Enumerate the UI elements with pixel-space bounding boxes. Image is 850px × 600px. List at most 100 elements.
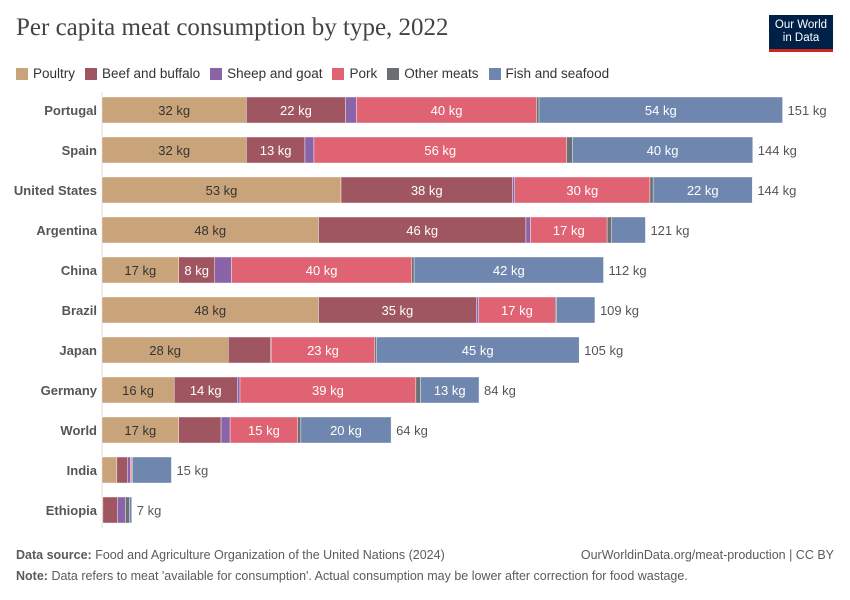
bar-segment[interactable] [101,96,247,124]
source-text: Food and Agriculture Organization of the… [95,548,445,562]
category-label: India [67,463,98,478]
bar-segment[interactable] [220,416,231,444]
bar-segment[interactable] [270,336,376,364]
segment-label: 40 kg [306,263,338,278]
segment-label: 40 kg [431,103,463,118]
segment-label: 56 kg [424,143,456,158]
segment-label: 30 kg [566,183,598,198]
bar-segment[interactable] [228,336,271,364]
bar-segment[interactable] [101,376,175,404]
legend-label: Sheep and goat [227,66,323,81]
total-label: 15 kg [176,463,208,478]
bar-segment[interactable] [340,176,513,204]
bar-segment[interactable] [649,176,654,204]
bar-segment[interactable] [246,96,346,124]
bar-segment[interactable] [345,96,357,124]
legend-item-beef-and-buffalo[interactable]: Beef and buffalo [85,66,200,81]
bar-segment[interactable] [318,296,477,324]
bar-segment[interactable] [376,336,580,364]
bar-segment[interactable] [611,216,646,244]
segment-label: 17 kg [124,423,156,438]
bar-segment[interactable] [304,136,315,164]
bar-segment[interactable] [538,96,783,124]
legend-item-poultry[interactable]: Poultry [16,66,75,81]
bar-segment[interactable] [555,296,557,324]
legend-item-sheep-and-goat[interactable]: Sheep and goat [210,66,322,81]
legend-label: Pork [349,66,378,81]
note: Note: Data refers to meat 'available for… [16,569,688,583]
bar-segment[interactable] [178,416,222,444]
bar-segment[interactable] [101,456,118,484]
owid-logo[interactable]: Our World in Data [769,15,833,52]
total-label: 112 kg [609,263,647,278]
legend: Poultry Beef and buffalo Sheep and goat Por… [16,66,609,81]
bar-segment[interactable] [129,496,132,524]
bar-segment[interactable] [556,296,596,324]
bar-segment[interactable] [512,176,515,204]
legend-swatch [332,67,345,80]
legend-item-pork[interactable]: Pork [332,66,377,81]
segment-label: 32 kg [158,143,190,158]
bar-segment[interactable] [101,176,342,204]
legend-item-other-meats[interactable]: Other meats [387,66,479,81]
bar-segment[interactable] [178,256,215,284]
segment-label: 20 kg [330,423,362,438]
bar-segment[interactable] [101,336,229,364]
bar-segment[interactable] [125,496,130,524]
bar-segment[interactable] [237,376,241,404]
logo-line2: in Data [782,32,820,44]
bar-segment[interactable] [300,416,392,444]
bar-segment[interactable] [246,136,306,164]
bar-segment[interactable] [318,216,527,244]
category-label: China [61,263,98,278]
bar-segment[interactable] [476,296,479,324]
legend-item-fish-and-seafood[interactable]: Fish and seafood [488,66,610,81]
bar-segment[interactable] [117,496,126,524]
segment-label: 13 kg [434,383,466,398]
total-label: 109 kg [600,303,639,318]
source-label: Data source: [16,548,92,562]
bar-segment[interactable] [239,376,417,404]
bar-segment[interactable] [229,416,298,444]
bar-segment[interactable] [102,496,118,524]
note-text: Data refers to meat 'available for consu… [51,569,688,583]
bar-segment[interactable] [478,296,556,324]
bar-segment[interactable] [116,456,128,484]
bar-segment[interactable] [536,96,540,124]
bar-segment[interactable] [127,456,131,484]
source-url[interactable]: OurWorldinData.org/meat-production | CC … [580,548,834,562]
legend-label: Fish and seafood [505,66,610,81]
legend-label: Poultry [33,66,76,81]
chart-title: Per capita meat consumption by type, 202… [16,14,449,41]
category-label: Portugal [44,103,97,118]
bar-segment[interactable] [413,256,604,284]
bar-segment[interactable] [130,456,132,484]
segment-label: 17 kg [553,223,585,238]
bar-segment[interactable] [411,256,415,284]
bar-segment[interactable] [415,376,421,404]
bar-segment[interactable] [101,216,319,244]
segment-label: 39 kg [312,383,344,398]
bar-segment[interactable] [101,256,179,284]
bar-segment[interactable] [652,176,753,204]
bar-segment[interactable] [356,96,537,124]
bar-segment[interactable] [214,256,232,284]
legend-swatch [387,67,400,80]
bar-segment[interactable] [374,336,377,364]
bar-segment[interactable] [514,176,651,204]
segment-label: 35 kg [381,303,413,318]
bar-segment[interactable] [566,136,573,164]
bar-segment[interactable] [525,216,531,244]
bar-segment[interactable] [420,376,480,404]
bar-segment[interactable] [101,136,247,164]
segment-label: 46 kg [406,223,438,238]
bar-segment[interactable] [132,456,172,484]
segment-label: 22 kg [687,183,719,198]
bar-segment[interactable] [101,296,319,324]
bar-segment[interactable] [231,256,413,284]
bar-segment[interactable] [606,216,612,244]
segment-label: 28 kg [149,343,181,358]
segment-label: 53 kg [206,183,238,198]
bar-segment[interactable] [572,136,753,164]
bar-segment[interactable] [297,416,302,444]
